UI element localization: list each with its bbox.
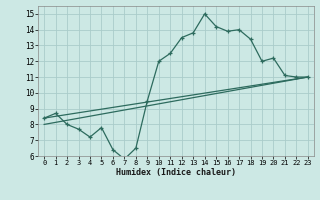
X-axis label: Humidex (Indice chaleur): Humidex (Indice chaleur) xyxy=(116,168,236,177)
